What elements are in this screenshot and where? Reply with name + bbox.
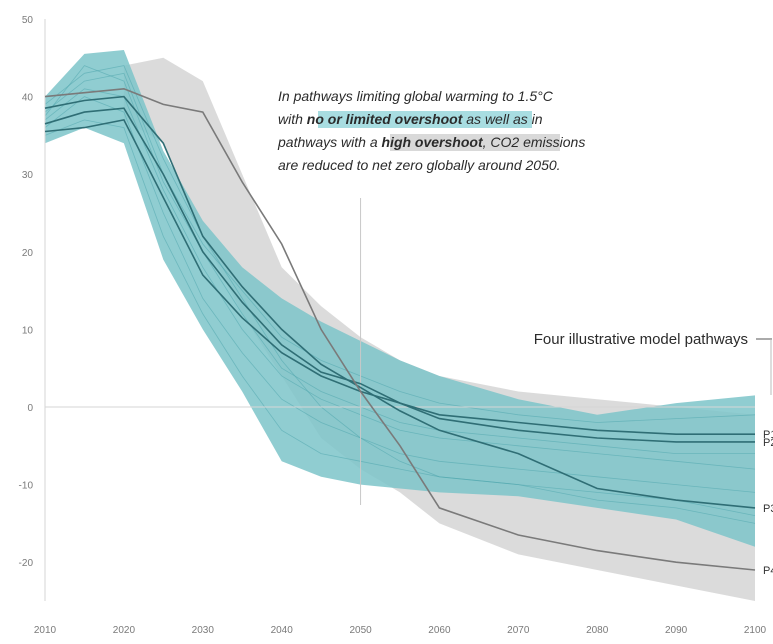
pathway-label-p4: P4 xyxy=(763,565,773,577)
annotation-line-3: pathways with a high overshoot, CO2 emis… xyxy=(277,134,585,150)
x-tick-label: 2070 xyxy=(507,625,530,636)
axes-layer xyxy=(44,19,755,601)
pathways-callout: Four illustrative model pathways xyxy=(534,331,772,395)
y-tick-label: 30 xyxy=(22,170,34,181)
x-tick-label: 2100 xyxy=(744,625,767,636)
y-tick-label: 20 xyxy=(22,248,34,259)
annotation-line-4-text: are reduced to net zero globally around … xyxy=(278,157,561,173)
annotation-highlight-high-overshoot: high overshoot xyxy=(382,134,484,150)
band-model-line xyxy=(44,119,756,524)
annotation: In pathways limiting global warming to 1… xyxy=(277,88,585,173)
y-tick-label: 0 xyxy=(27,403,33,414)
x-tick-label: 2040 xyxy=(271,625,294,636)
pathway-line-p1 xyxy=(44,118,755,435)
pathway-label-p2: P2 xyxy=(763,437,773,449)
annotation-line-2-pre: with xyxy=(278,111,307,127)
band-model-line xyxy=(44,65,755,454)
band-model-line xyxy=(44,72,756,423)
bands-layer xyxy=(45,50,755,602)
pathways-layer: P1P2 P3 P4 xyxy=(44,87,773,577)
x-tick-label: 2050 xyxy=(349,625,372,636)
pathway-label-p1: P1 xyxy=(763,429,773,441)
annotation-line-3-pre: pathways with a xyxy=(277,134,382,150)
annotation-highlight-no-overshoot: no or limited overshoot xyxy=(307,111,464,127)
band-model-line xyxy=(44,88,756,470)
annotation-line-3-post: , CO2 emissions xyxy=(483,134,586,150)
highlight-high-overshoot xyxy=(390,134,560,151)
pathway-label-p3: P3 xyxy=(763,503,773,515)
pathway-line-p3 xyxy=(44,95,756,509)
pathway-line-p4 xyxy=(44,87,756,571)
annotation-line-2: with no or limited overshoot as well as … xyxy=(278,111,543,127)
y-tick-label: -20 xyxy=(19,558,34,569)
highlight-no-overshoot xyxy=(318,111,532,128)
annotation-line-2-post: as well as in xyxy=(462,111,542,127)
annotation-line-4: are reduced to net zero globally around … xyxy=(278,157,561,173)
band-no-or-limited-overshoot xyxy=(45,50,755,547)
y-tick-label: -10 xyxy=(19,481,34,492)
x-tick-label: 2080 xyxy=(586,625,609,636)
annotation-line-1-text: In pathways limiting global warming to 1… xyxy=(278,88,554,104)
x-tick-label: 2060 xyxy=(428,625,451,636)
y-tick-label: 40 xyxy=(22,93,34,104)
x-tick-label: 2090 xyxy=(665,625,688,636)
y-tick-label: 10 xyxy=(22,325,34,336)
y-tick-label: 50 xyxy=(22,15,34,26)
annotation-line-1: In pathways limiting global warming to 1… xyxy=(278,88,554,104)
callout-label: Four illustrative model pathways xyxy=(534,331,748,348)
pathway-line-p2 xyxy=(44,107,755,443)
x-tick-label: 2020 xyxy=(113,625,136,636)
x-tick-label: 2030 xyxy=(192,625,215,636)
x-tick-label: 2010 xyxy=(34,625,57,636)
